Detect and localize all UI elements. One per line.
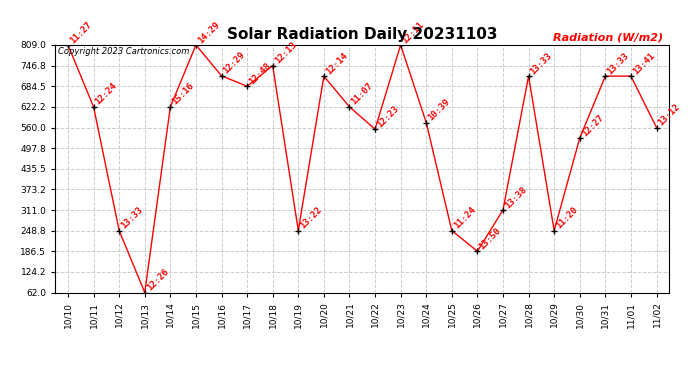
Text: 13:41: 13:41 (631, 51, 656, 76)
Text: 13:50: 13:50 (477, 226, 503, 251)
Text: 10:39: 10:39 (426, 97, 451, 123)
Text: 14:29: 14:29 (196, 20, 221, 45)
Text: 12:13: 12:13 (273, 40, 298, 66)
Text: 13:33: 13:33 (119, 205, 144, 231)
Text: 11:20: 11:20 (554, 205, 580, 231)
Text: 11:07: 11:07 (349, 81, 375, 107)
Text: Copyright 2023 Cartronics.com: Copyright 2023 Cartronics.com (58, 48, 190, 57)
Text: 12:27: 12:27 (580, 113, 605, 138)
Text: 13:12: 13:12 (656, 102, 682, 128)
Text: 13:38: 13:38 (503, 184, 529, 210)
Text: 12:11: 12:11 (401, 20, 426, 45)
Text: 12:14: 12:14 (324, 51, 349, 76)
Text: 15:16: 15:16 (170, 81, 196, 107)
Text: 12:26: 12:26 (145, 267, 170, 292)
Text: 12:23: 12:23 (375, 104, 400, 129)
Text: 12:48: 12:48 (247, 61, 273, 86)
Text: 13:33: 13:33 (529, 51, 554, 76)
Text: 11:24: 11:24 (452, 205, 477, 231)
Text: 13:33: 13:33 (605, 51, 631, 76)
Title: Solar Radiation Daily 20231103: Solar Radiation Daily 20231103 (227, 27, 497, 42)
Text: 12:24: 12:24 (94, 81, 119, 107)
Text: 11:27: 11:27 (68, 20, 93, 45)
Text: 12:29: 12:29 (221, 51, 247, 76)
Text: Radiation (W/m2): Radiation (W/m2) (553, 33, 663, 42)
Text: 13:22: 13:22 (298, 205, 324, 231)
